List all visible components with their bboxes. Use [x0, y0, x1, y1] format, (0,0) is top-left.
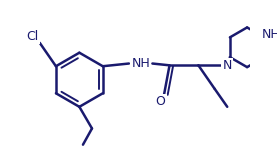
Text: NH: NH	[131, 57, 150, 70]
Text: NH: NH	[262, 28, 277, 41]
Text: Cl: Cl	[26, 30, 39, 43]
Text: N: N	[222, 59, 232, 72]
Text: O: O	[156, 95, 165, 108]
